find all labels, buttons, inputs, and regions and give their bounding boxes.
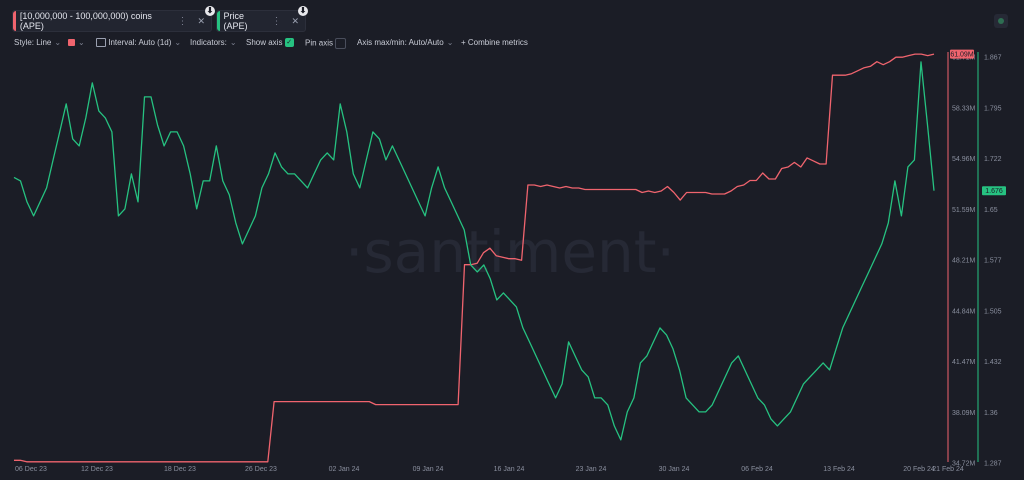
x-tick-label: 02 Jan 24 (329, 466, 360, 473)
y-tick-label: 1.65 (984, 207, 998, 214)
y-tick-label: 41.47M (952, 359, 976, 366)
right-axis-ticks: 1.867 1.795 1.722 1.65 1.577 1.505 1.432 1.36 1.… (984, 55, 1002, 468)
x-axis-ticks: 06 Dec 23 12 Dec 23 18 Dec 23 26 Dec 23 02 J… (15, 466, 964, 473)
metric-tab-price[interactable]: Price (APE) ⋮ ✕ (216, 10, 306, 32)
style-dropdown[interactable]: Style: Line ⌄ (14, 38, 61, 47)
pin-axis-label: Pin axis (305, 38, 334, 48)
last-value-badges: 61.09M 1.676 (950, 49, 1006, 196)
chart-toolbar: Style: Line ⌄ ⌄ Interval: Auto (1d) ⌄ Indi… (0, 36, 1024, 50)
y-tick-label: 1.432 (984, 359, 1002, 366)
axis-maxmin-label: Axis max/min: Auto/Auto (357, 38, 444, 47)
x-tick-label: 30 Jan 24 (659, 466, 690, 473)
kebab-icon[interactable]: ⋮ (271, 15, 282, 27)
chevron-down-icon: ⌄ (446, 38, 454, 47)
settings-toggle-button[interactable] (994, 14, 1008, 28)
indicators-label: Indicators: (190, 38, 227, 47)
y-tick-label: 1.795 (984, 105, 1002, 112)
chevron-down-icon: ⌄ (54, 38, 62, 47)
metric-color-bar (13, 11, 16, 31)
x-tick-label: 18 Dec 23 (164, 466, 196, 473)
interval-dropdown[interactable]: Interval: Auto (1d) ⌄ (96, 38, 182, 48)
axis-maxmin-dropdown[interactable]: Axis max/min: Auto/Auto ⌄ (357, 38, 453, 47)
interval-label: Interval: Auto (1d) (108, 38, 172, 47)
y-tick-label: 58.33M (952, 105, 976, 112)
y-tick-label: 51.59M (952, 207, 976, 214)
last-value-label: 61.09M (950, 52, 974, 59)
y-tick-label: 1.287 (984, 461, 1002, 468)
metric-color-bar (217, 11, 220, 31)
checkbox-empty (335, 38, 347, 49)
x-tick-label: 23 Jan 24 (576, 466, 607, 473)
y-tick-label: 34.72M (952, 461, 976, 468)
y-tick-label: 1.36 (984, 410, 998, 417)
calendar-icon (96, 38, 106, 48)
kebab-icon[interactable]: ⋮ (177, 15, 188, 27)
chevron-down-icon: ⌄ (174, 38, 182, 47)
last-value-label: 1.676 (985, 188, 1003, 195)
x-tick-label: 09 Jan 24 (413, 466, 444, 473)
x-tick-label: 26 Dec 23 (245, 466, 277, 473)
x-tick-label: 06 Feb 24 (741, 466, 773, 473)
download-icon[interactable]: ⬇ (298, 6, 308, 16)
y-tick-label: 1.867 (984, 55, 1002, 62)
x-tick-label: 21 Feb 24 (932, 466, 964, 473)
color-swatch (68, 39, 75, 47)
y-tick-label: 1.577 (984, 258, 1002, 265)
y-tick-label: 38.09M (952, 410, 976, 417)
x-tick-label: 16 Jan 24 (494, 466, 525, 473)
chevron-down-icon: ⌄ (78, 38, 85, 47)
y-tick-label: 1.722 (984, 156, 1002, 163)
close-icon[interactable]: ✕ (197, 15, 205, 26)
metric-tab-holders[interactable]: [10,000,000 - 100,000,000) coins (APE) ⋮… (12, 10, 212, 32)
x-tick-label: 12 Dec 23 (81, 466, 113, 473)
left-axis-ticks: 61.71M58.33M54.96M51.59M48.21M44.84M41.4… (952, 55, 976, 468)
download-icon[interactable]: ⬇ (205, 6, 215, 16)
series-layer (13, 53, 935, 463)
x-tick-label: 13 Feb 24 (823, 466, 855, 473)
plus-icon: + (461, 38, 466, 47)
chevron-down-icon: ⌄ (229, 38, 237, 47)
combine-metrics-button[interactable]: + Combine metrics (461, 38, 528, 47)
close-icon[interactable]: ✕ (291, 15, 299, 26)
series-line-1 (13, 61, 935, 441)
y-tick-label: 44.84M (952, 308, 976, 315)
style-label: Style: Line (14, 38, 52, 47)
x-tick-label: 06 Dec 23 (15, 466, 47, 473)
metric-label: [10,000,000 - 100,000,000) coins (APE) (19, 11, 152, 31)
show-axis-toggle[interactable]: Show axis ✓ (246, 38, 294, 48)
x-tick-label: 20 Feb 24 (903, 466, 935, 473)
pin-axis-toggle[interactable]: Pin axis (305, 38, 347, 49)
combine-label: Combine metrics (467, 38, 528, 47)
checkmark-icon: ✓ (284, 38, 294, 48)
y-tick-label: 1.505 (984, 308, 1002, 315)
color-picker[interactable]: ⌄ (68, 38, 85, 47)
y-tick-label: 54.96M (952, 156, 976, 163)
last-value-badge (982, 186, 1006, 196)
show-axis-label: Show axis (246, 38, 283, 47)
series-line-0 (14, 53, 935, 463)
last-value-badge (950, 49, 974, 59)
watermark: ·santiment· (345, 218, 675, 286)
metrics-bar: [10,000,000 - 100,000,000) coins (APE) ⋮… (0, 0, 1024, 32)
y-tick-label: 48.21M (952, 258, 976, 265)
metric-label: Price (APE) (223, 11, 248, 31)
indicators-dropdown[interactable]: Indicators: ⌄ (190, 38, 237, 47)
